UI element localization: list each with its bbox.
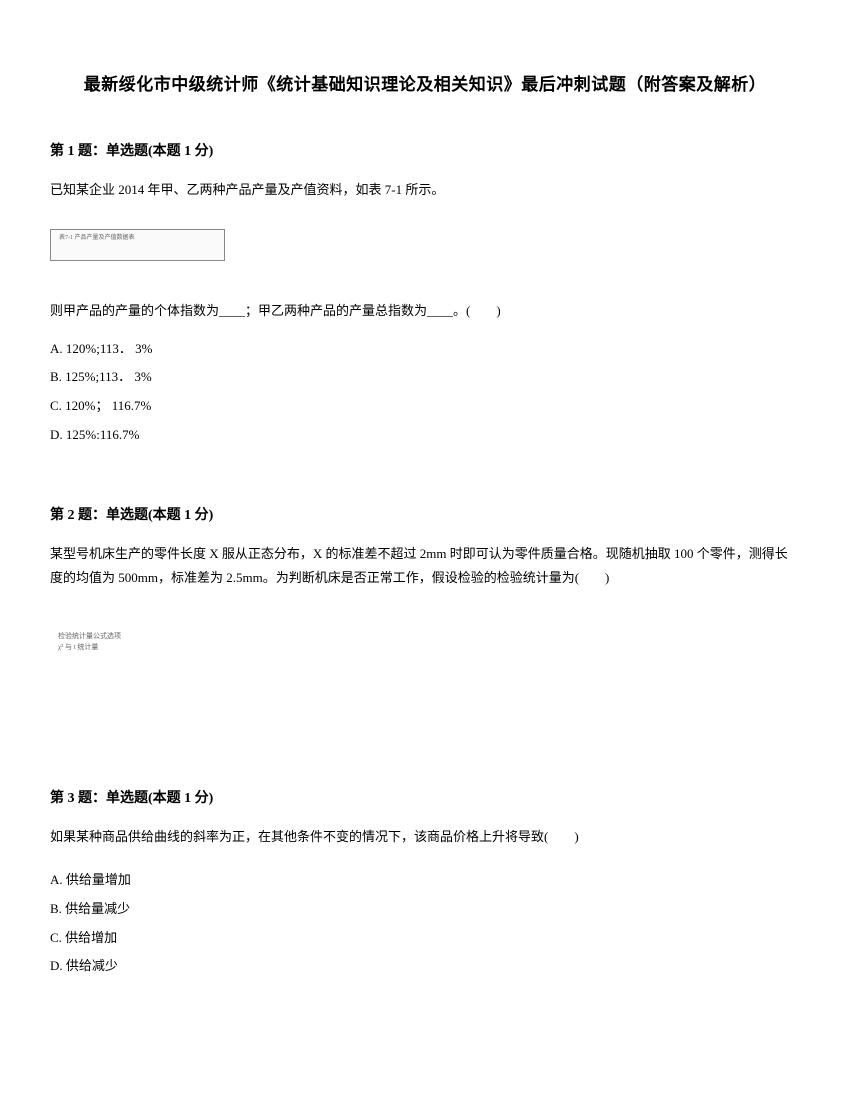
q1-header: 第 1 题：单选题(本题 1 分) [50, 140, 800, 160]
q2-formula-image: 检验统计量公式选项 χ² 与 t 统计量 [50, 627, 130, 712]
q1-option-b: B. 125%;113． 3% [50, 363, 800, 392]
page-title: 最新绥化市中级统计师《统计基础知识理论及相关知识》最后冲刺试题（附答案及解析） [50, 70, 800, 95]
q3-option-c: C. 供给增加 [50, 924, 800, 953]
q1-stem: 已知某企业 2014 年甲、乙两种产品产量及产值资料，如表 7-1 所示。 [50, 178, 800, 201]
q3-header: 第 3 题：单选题(本题 1 分) [50, 787, 800, 807]
q1-option-c: C. 120%； 116.7% [50, 392, 800, 421]
q3-option-a: A. 供给量增加 [50, 866, 800, 895]
q1-table-image: 表7-1 产品产量及产值数据表 [50, 229, 225, 261]
q1-option-d: D. 125%:116.7% [50, 421, 800, 450]
q2-stem: 某型号机床生产的零件长度 X 服从正态分布，X 的标准差不超过 2mm 时即可认… [50, 542, 800, 589]
q3-option-d: D. 供给减少 [50, 952, 800, 981]
q3-option-b: B. 供给量减少 [50, 895, 800, 924]
q1-continue: 则甲产品的产量的个体指数为____；甲乙两种产品的产量总指数为____。( ) [50, 299, 800, 322]
q1-option-a: A. 120%;113． 3% [50, 335, 800, 364]
q2-header: 第 2 题：单选题(本题 1 分) [50, 504, 800, 524]
q3-stem: 如果某种商品供给曲线的斜率为正，在其他条件不变的情况下，该商品价格上升将导致( … [50, 825, 800, 848]
